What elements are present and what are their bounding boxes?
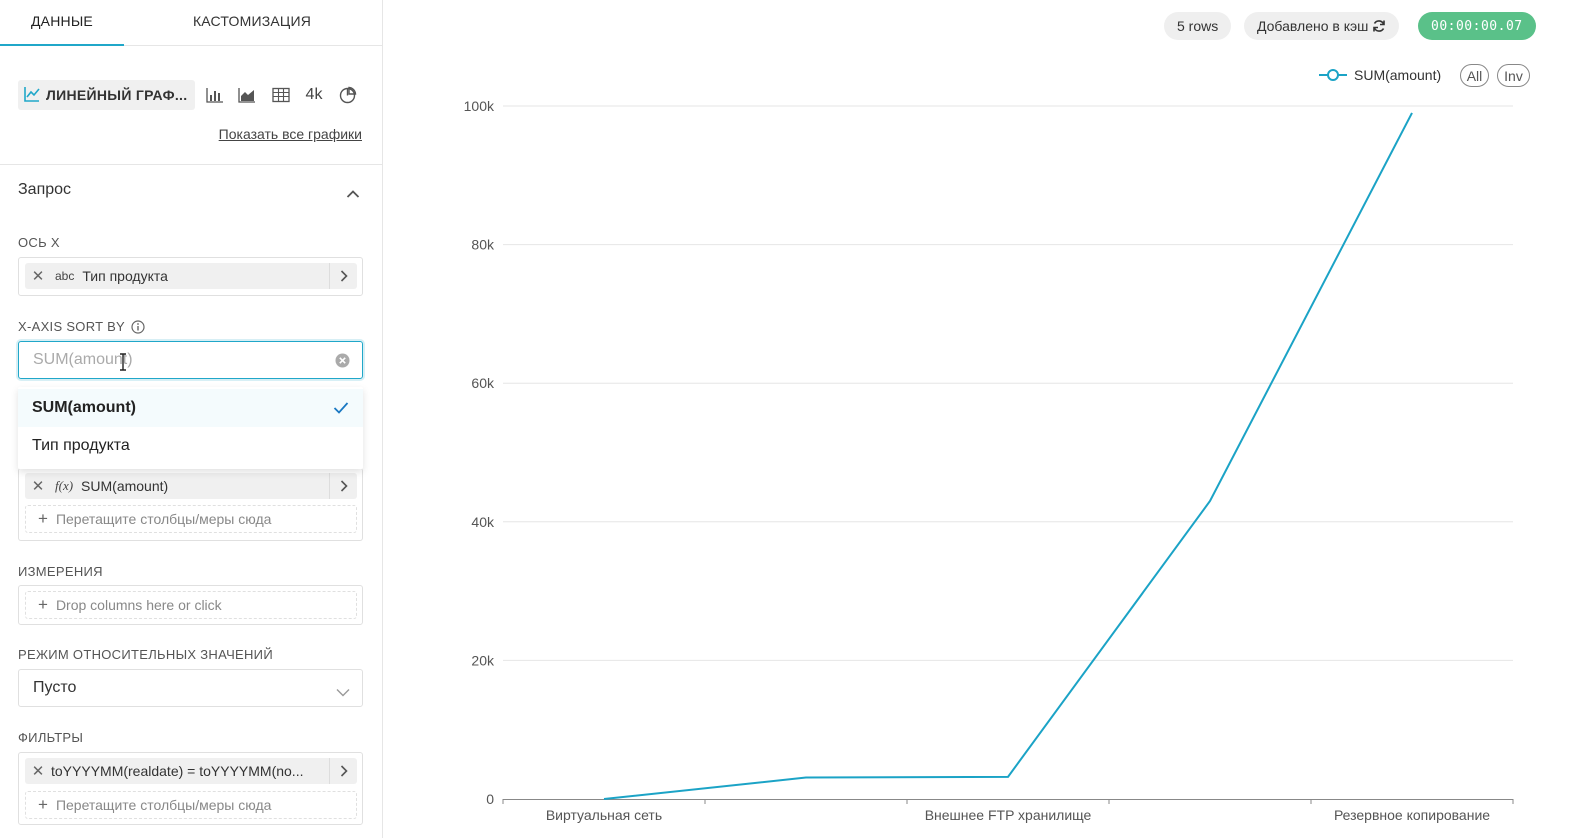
x-axis-sort-label-text: X-AXIS SORT BY	[18, 319, 126, 334]
legend-all-button[interactable]: All	[1460, 64, 1489, 87]
x-axis-sort-placeholder: SUM(amount)	[33, 351, 133, 368]
tab-customize[interactable]: КАСТОМИЗАЦИЯ	[192, 13, 312, 29]
plus-icon: +	[38, 509, 48, 528]
dimensions-field[interactable]: + Drop columns here or click	[18, 585, 363, 625]
data-point	[1007, 776, 1009, 778]
type-tag: abc	[55, 269, 75, 283]
chart-legend[interactable]: SUM(amount)	[1318, 63, 1441, 87]
text-cursor-icon	[118, 353, 128, 371]
remove-icon[interactable]: ✕	[31, 268, 45, 285]
viz-type-label: ЛИНЕЙНЫЙ ГРАФ...	[46, 87, 188, 103]
remove-icon[interactable]: ✕	[31, 478, 45, 495]
viz-type-line-chart[interactable]: ЛИНЕЙНЫЙ ГРАФ...	[18, 80, 195, 110]
x-axis-value: Тип продукта	[82, 268, 168, 284]
sort-option-label: SUM(amount)	[32, 399, 136, 416]
cache-label: Добавлено в кэш	[1257, 18, 1369, 34]
refresh-icon[interactable]	[1372, 19, 1386, 33]
chevron-right-icon[interactable]	[329, 263, 357, 289]
filters-drop-zone[interactable]: + Перетащите столбцы/меры сюда	[25, 791, 357, 819]
chevron-right-icon[interactable]	[329, 758, 357, 784]
control-panel: ДАННЫЕ КАСТОМИЗАЦИЯ ЛИНЕЙНЫЙ ГРАФ... 4k …	[0, 0, 383, 838]
relative-mode-value: Пусто	[33, 679, 77, 696]
x-axis-sort-label: X-AXIS SORT BY	[18, 319, 145, 334]
sort-option-label: Тип продукта	[32, 437, 130, 454]
table-icon[interactable]	[269, 83, 293, 107]
y-tick-label: 60k	[471, 375, 495, 391]
filter-value: toYYYYMM(realdate) = toYYYYMM(no...	[51, 763, 304, 779]
metric-value: SUM(amount)	[81, 478, 169, 494]
x-axis-label: ОСЬ X	[18, 235, 60, 250]
chevron-right-icon[interactable]	[329, 473, 357, 499]
line-chart-icon	[24, 86, 40, 105]
divider	[0, 164, 382, 165]
big-number-icon[interactable]: 4k	[305, 86, 323, 103]
x-tick-label: Внешнее FTP хранилище	[925, 807, 1092, 823]
filter-pill[interactable]: ✕ toYYYYMM(realdate) = toYYYYMM(no...	[25, 758, 357, 784]
legend-series-name: SUM(amount)	[1354, 67, 1442, 83]
x-axis-pill[interactable]: ✕ abc Тип продукта	[25, 263, 357, 289]
panel-tabs: ДАННЫЕ КАСТОМИЗАЦИЯ	[0, 0, 382, 46]
filters-label: ФИЛЬТРЫ	[18, 730, 84, 745]
relative-mode-label: РЕЖИМ ОТНОСИТЕЛЬНЫХ ЗНАЧЕНИЙ	[18, 647, 273, 662]
y-tick-label: 0	[486, 791, 494, 807]
metric-pill[interactable]: ✕ f(x) SUM(amount)	[25, 473, 357, 499]
viz-type-row: ЛИНЕЙНЫЙ ГРАФ... 4k	[18, 80, 364, 110]
tab-data[interactable]: ДАННЫЕ	[0, 0, 124, 46]
sort-option-sum-amount[interactable]: SUM(amount)	[18, 389, 363, 427]
relative-mode-select[interactable]: Пусто	[18, 669, 363, 707]
x-axis-sort-select[interactable]: SUM(amount)	[18, 341, 363, 379]
function-icon: f(x)	[55, 478, 74, 493]
drop-zone-text: Перетащите столбцы/меры сюда	[55, 511, 272, 527]
legend-line-icon	[1318, 68, 1348, 82]
plus-icon: +	[38, 795, 48, 814]
chevron-up-icon[interactable]	[346, 186, 360, 198]
info-icon	[131, 319, 145, 334]
query-section-title: Запрос	[18, 181, 72, 198]
x-axis-field[interactable]: ✕ abc Тип продукта	[18, 257, 363, 296]
y-tick-label: 80k	[471, 237, 495, 253]
data-point	[1411, 112, 1413, 114]
pie-chart-icon[interactable]	[336, 83, 360, 107]
data-point	[1209, 500, 1211, 502]
dimensions-drop-zone[interactable]: + Drop columns here or click	[25, 591, 357, 619]
filters-field[interactable]: ✕ toYYYYMM(realdate) = toYYYYMM(no... + …	[18, 752, 363, 825]
chevron-down-icon	[336, 684, 350, 697]
drop-zone-text: Drop columns here or click	[55, 597, 222, 613]
remove-icon[interactable]: ✕	[31, 763, 45, 780]
query-timer-badge: 00:00:00.07	[1418, 12, 1536, 40]
y-tick-label: 40k	[471, 514, 495, 530]
y-tick-label: 20k	[471, 652, 495, 668]
row-count-badge: 5 rows	[1164, 12, 1232, 40]
data-point	[805, 777, 807, 779]
area-chart-icon[interactable]	[235, 83, 259, 107]
sort-dropdown-menu: SUM(amount) Тип продукта	[18, 387, 363, 469]
y-tick-label: 100k	[464, 98, 495, 114]
data-point	[603, 798, 605, 800]
sort-option-product-type[interactable]: Тип продукта	[18, 427, 363, 465]
bar-chart-icon[interactable]	[203, 83, 227, 107]
plus-icon: +	[38, 595, 48, 614]
legend-invert-button[interactable]: Inv	[1497, 64, 1530, 87]
metrics-drop-zone[interactable]: + Перетащите столбцы/меры сюда	[25, 505, 357, 533]
check-icon	[333, 401, 349, 415]
series-line	[603, 112, 1413, 800]
clear-icon[interactable]	[335, 353, 350, 368]
x-tick-label: Виртуальная сеть	[546, 807, 662, 823]
x-tick-label: Резервное копирование	[1334, 807, 1490, 823]
metrics-field[interactable]: ✕ f(x) SUM(amount) + Перетащите столбцы/…	[18, 468, 363, 541]
cache-badge[interactable]: Добавлено в кэш	[1244, 12, 1400, 40]
dimensions-label: ИЗМЕРЕНИЯ	[18, 564, 103, 579]
drop-zone-text: Перетащите столбцы/меры сюда	[55, 797, 272, 813]
show-all-charts-link[interactable]: Показать все графики	[218, 126, 362, 142]
